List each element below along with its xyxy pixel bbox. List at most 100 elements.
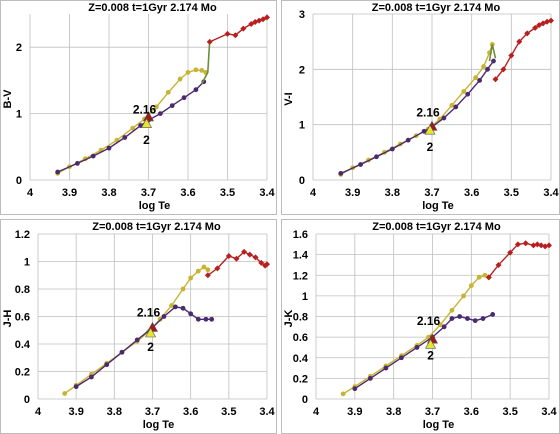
data-point: [106, 145, 112, 151]
y-tick-label: 0.8: [15, 284, 30, 296]
data-point: [485, 66, 490, 72]
data-point: [206, 38, 213, 45]
data-point: [480, 316, 486, 321]
x-tick-label: 3.4: [259, 187, 275, 199]
data-point: [449, 307, 455, 313]
data-point: [130, 125, 136, 131]
chart-title: Z=0.008 t=1Gyr 2.174 Mo: [372, 221, 501, 233]
x-axis-label: log Te: [143, 419, 175, 431]
x-tick-label: 3.5: [504, 187, 519, 199]
data-point: [169, 303, 174, 308]
y-tick-label: 0.8: [293, 312, 308, 324]
data-point: [165, 89, 171, 95]
x-tick-label: 3.6: [464, 406, 479, 418]
data-point: [119, 349, 125, 355]
annotation-label-2-16: 2.16: [137, 306, 161, 320]
data-point: [134, 337, 140, 343]
data-point: [62, 391, 68, 396]
x-tick-label: 3.7: [424, 187, 439, 199]
data-point: [142, 111, 155, 122]
data-point: [181, 95, 187, 101]
x-tick-label: 3.8: [107, 406, 122, 418]
series-line: [207, 251, 268, 276]
data-point: [232, 32, 239, 39]
panel-frame: [0, 219, 277, 434]
data-point: [522, 240, 529, 247]
panel-frame: [281, 219, 560, 434]
data-point: [169, 103, 175, 109]
data-point: [532, 24, 539, 31]
data-point: [104, 362, 110, 368]
x-tick-label: 3.5: [503, 406, 518, 418]
series-3: [204, 248, 270, 279]
data-point: [185, 70, 191, 75]
x-tick-label: 3.9: [345, 187, 360, 199]
data-point: [154, 104, 159, 110]
annotation-label-2-16: 2.16: [416, 105, 440, 119]
data-point: [258, 259, 265, 266]
data-point: [383, 365, 389, 371]
data-point: [246, 251, 253, 258]
series-5: [142, 111, 155, 122]
panel-frame: [281, 0, 560, 215]
y-tick-label: 1: [302, 291, 308, 303]
data-point: [389, 146, 395, 152]
x-tick-label: 4: [35, 406, 42, 418]
data-point: [453, 104, 459, 110]
data-point: [367, 375, 373, 381]
data-point: [449, 316, 455, 321]
y-tick-label: 1.4: [293, 250, 309, 262]
series-line: [201, 40, 211, 85]
y-tick-label: 2: [299, 64, 305, 76]
chart-panel-3: Z=0.008 t=1Gyr 2.174 Mo 4 3.9 3.8 3.7 3.6 3.5 3…: [0, 219, 277, 434]
chart-panel-4: Z=0.008 t=1Gyr 2.174 Mo 4 3.9 3.8 3.7 3.6 3.5 3…: [281, 219, 560, 434]
data-point: [340, 391, 346, 397]
data-point: [73, 384, 79, 390]
data-point: [141, 117, 153, 128]
data-point: [514, 241, 521, 248]
x-tick-label: 3.6: [183, 406, 198, 418]
data-point: [449, 102, 455, 108]
data-point: [225, 253, 232, 259]
x-tick-label: 3.5: [221, 406, 236, 418]
data-point: [204, 272, 211, 279]
y-tick-label: 1: [16, 109, 22, 121]
y-tick-label: 1: [299, 120, 305, 132]
data-point: [224, 30, 231, 37]
data-point: [193, 67, 199, 73]
data-point: [352, 386, 358, 392]
data-point: [90, 153, 96, 159]
data-point: [468, 283, 474, 288]
data-point: [205, 267, 211, 273]
data-point: [374, 154, 379, 160]
x-tick-label: 3.7: [141, 187, 156, 199]
x-tick-label: 3.8: [101, 187, 116, 199]
series-4: [492, 17, 554, 83]
data-point: [201, 264, 207, 270]
data-point: [89, 374, 94, 380]
x-tick-label: 3.9: [69, 406, 84, 418]
y-tick-label: 1: [24, 257, 30, 269]
x-tick-label: 3.9: [347, 406, 362, 418]
chart-panel-2: Z=0.008 t=1Gyr 2.174 Mo 4 3.9 3.8 3.7 3.6 3.5 3…: [281, 0, 560, 215]
y-tick-label: 0: [24, 394, 30, 406]
data-point: [358, 162, 363, 167]
series-5: [145, 327, 157, 338]
data-point: [188, 275, 194, 281]
data-point: [264, 261, 270, 268]
data-point: [546, 242, 552, 249]
series-3: [488, 44, 497, 62]
x-tick-label: 3.7: [145, 406, 160, 418]
data-point: [476, 274, 482, 280]
data-point: [180, 305, 186, 311]
data-point: [193, 87, 199, 93]
x-tick-label: 3.4: [541, 406, 557, 418]
y-tick-label: 0.2: [293, 373, 308, 385]
x-tick-label: 3.4: [543, 187, 559, 199]
data-point: [495, 261, 502, 268]
x-tick-label: 3.6: [180, 187, 195, 199]
data-point: [491, 58, 496, 64]
x-tick-label: 3.8: [385, 187, 400, 199]
data-point: [145, 327, 157, 338]
